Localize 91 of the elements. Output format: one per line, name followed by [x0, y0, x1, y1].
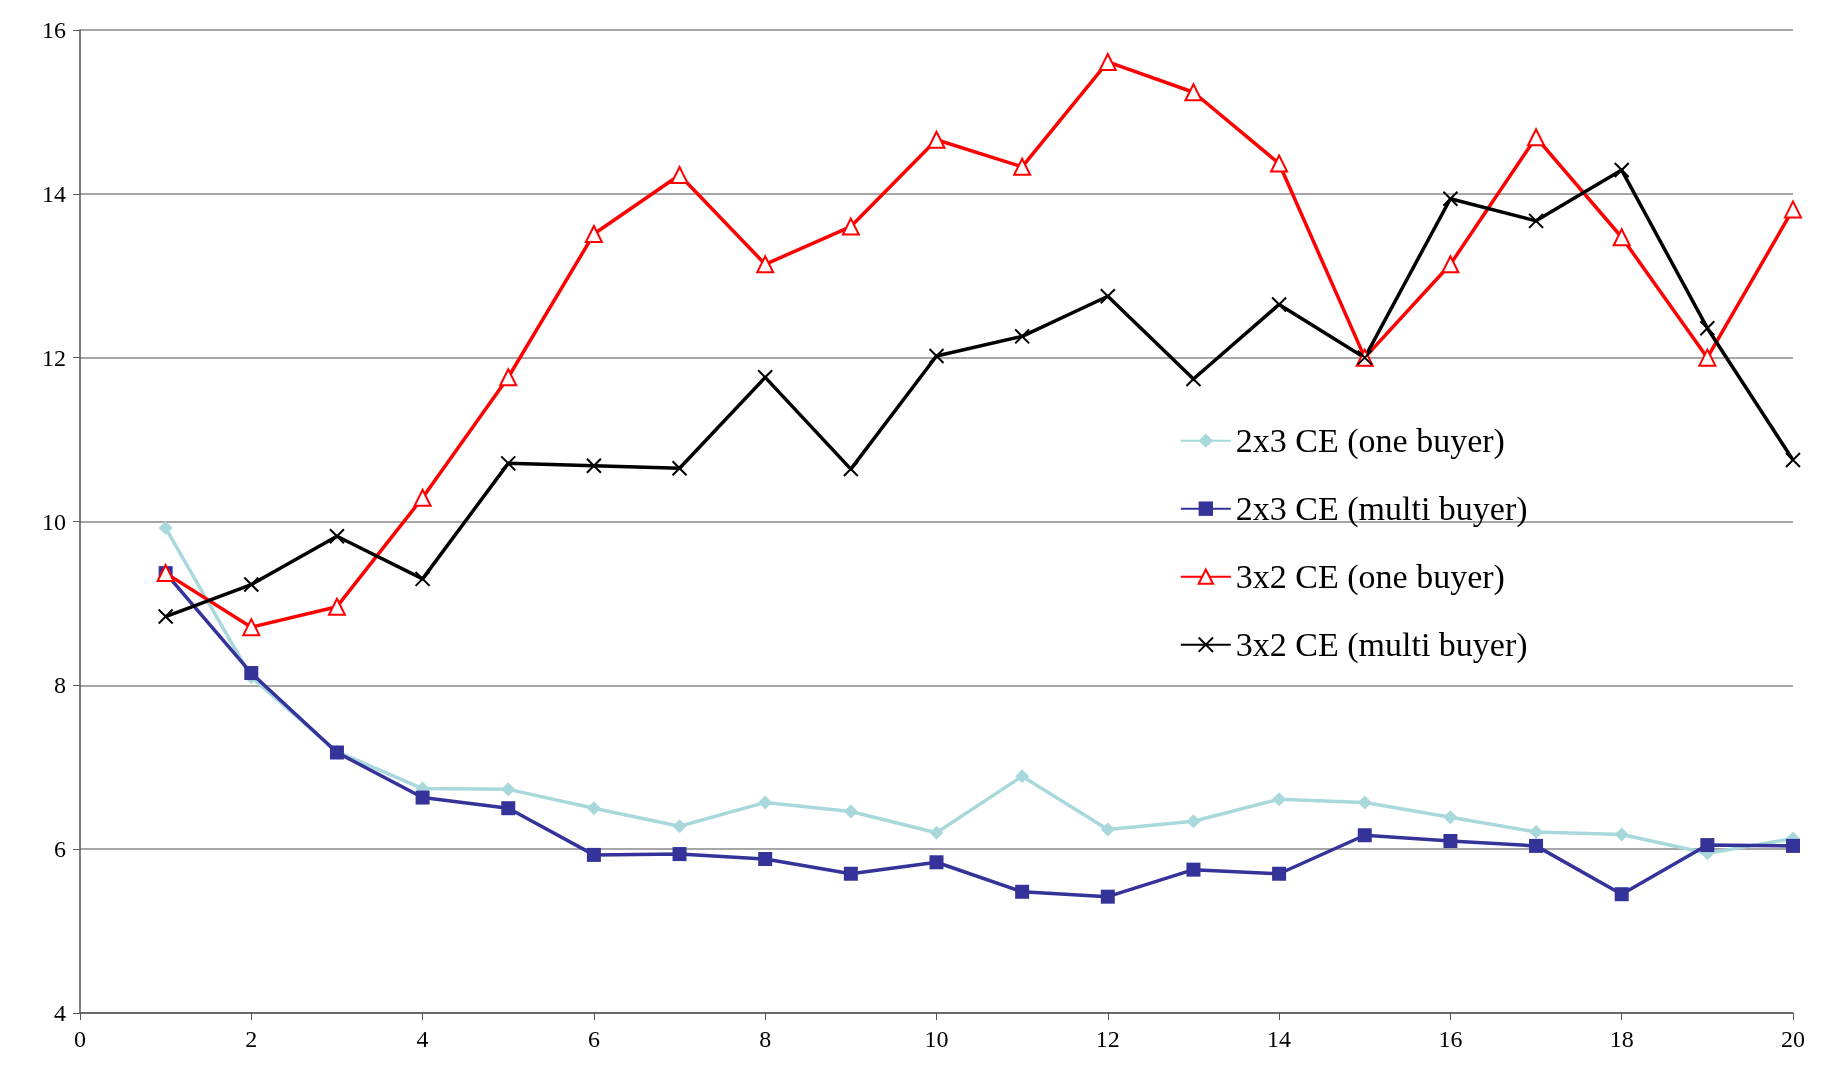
point [1443, 810, 1458, 825]
point [1441, 255, 1460, 274]
point [1614, 887, 1629, 902]
point [499, 368, 518, 387]
point [413, 488, 432, 507]
point [1272, 866, 1287, 881]
x-tick-label: 4 [416, 1026, 429, 1052]
point [586, 847, 601, 862]
point [1272, 792, 1287, 807]
point [1014, 328, 1031, 345]
point [1529, 824, 1544, 839]
point [585, 457, 602, 474]
point [1270, 154, 1289, 173]
point [1015, 884, 1030, 899]
point [1186, 862, 1201, 877]
y-tick-label: 8 [54, 672, 66, 699]
point [1099, 288, 1116, 305]
y-tick-label: 10 [42, 508, 66, 535]
point [242, 618, 261, 637]
point [671, 460, 688, 477]
x-tick-label: 2 [245, 1026, 258, 1052]
point [1100, 822, 1115, 837]
point [1357, 828, 1372, 843]
point [1528, 212, 1545, 229]
point [1700, 838, 1715, 853]
point [415, 790, 430, 805]
point [843, 866, 858, 881]
y-tick-label: 12 [42, 344, 66, 371]
x-tick-label: 16 [1438, 1026, 1463, 1052]
y-tick-label: 14 [42, 180, 66, 207]
point [1699, 320, 1716, 337]
point [157, 608, 174, 625]
x-tick-label: 8 [759, 1026, 772, 1052]
point [1785, 452, 1801, 469]
point [1015, 769, 1030, 784]
point [1100, 889, 1115, 904]
point [1442, 190, 1459, 207]
point [243, 576, 260, 593]
point [670, 165, 689, 184]
point [672, 847, 687, 862]
point [928, 348, 945, 365]
point [672, 819, 687, 834]
point [584, 224, 603, 243]
point [1357, 795, 1372, 810]
x-tick-label: 14 [1267, 1026, 1292, 1052]
point [1529, 838, 1544, 853]
point [1013, 157, 1032, 176]
point [841, 217, 860, 236]
point [1786, 838, 1800, 853]
point [244, 666, 259, 681]
point [328, 528, 345, 545]
point [501, 801, 516, 816]
y-tick-label: 6 [54, 836, 66, 863]
point [501, 782, 516, 797]
point [1271, 296, 1288, 313]
point [1184, 83, 1203, 102]
point [500, 455, 517, 472]
x-tick-label: 12 [1095, 1026, 1120, 1052]
point [927, 130, 946, 149]
point [1612, 228, 1631, 247]
x-tick-label: 18 [1609, 1026, 1634, 1052]
point [842, 461, 859, 478]
point [1186, 814, 1201, 829]
point [1443, 833, 1458, 848]
y-tick-label: 16 [42, 17, 66, 43]
x-tick-label: 10 [924, 1026, 949, 1052]
point [929, 855, 944, 870]
legend-label: 2x3 CE (one buyer) [1235, 422, 1505, 461]
point [1614, 827, 1629, 842]
x-tick-label: 6 [587, 1026, 600, 1052]
legend-label: 2x3 CE (multi buyer) [1235, 490, 1528, 529]
legend-label: 3x2 CE (one buyer) [1235, 558, 1505, 597]
point [1098, 52, 1117, 71]
point [1613, 162, 1630, 179]
x-tick-label: 20 [1781, 1026, 1805, 1052]
y-tick-label: 4 [54, 1000, 66, 1026]
point [1784, 200, 1802, 219]
point [758, 795, 773, 810]
x-tick-label: 0 [74, 1026, 86, 1052]
point [158, 521, 173, 536]
point [586, 801, 601, 816]
point [758, 852, 773, 866]
legend-label: 3x2 CE (multi buyer) [1235, 626, 1528, 665]
point [757, 369, 774, 386]
point [843, 804, 858, 819]
point [1527, 128, 1546, 147]
point [929, 825, 944, 840]
point [756, 255, 775, 274]
point [327, 597, 346, 616]
point [1698, 348, 1717, 367]
point [414, 570, 431, 587]
